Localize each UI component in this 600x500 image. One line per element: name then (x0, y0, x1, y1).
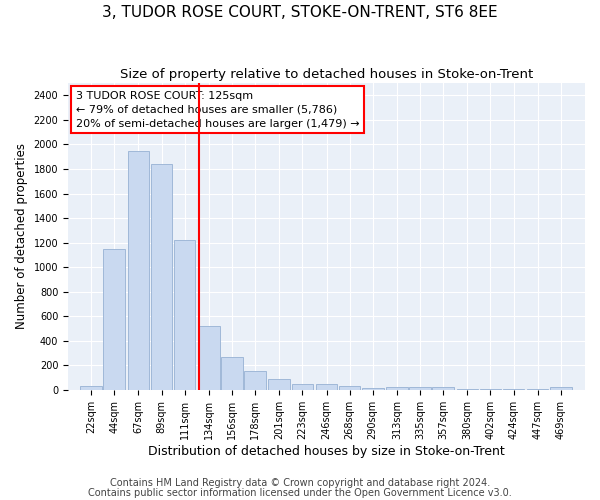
Bar (151, 164, 172, 390)
Bar (433, 388, 454, 390)
Bar (479, 389, 501, 390)
Bar (316, 384, 337, 390)
Bar (128, 150, 149, 390)
Y-axis label: Number of detached properties: Number of detached properties (15, 144, 28, 330)
Bar (386, 388, 407, 390)
Bar (527, 389, 548, 390)
Text: Contains HM Land Registry data © Crown copyright and database right 2024.: Contains HM Land Registry data © Crown c… (110, 478, 490, 488)
Bar (244, 371, 266, 390)
Bar (268, 379, 290, 390)
Title: Size of property relative to detached houses in Stoke-on-Trent: Size of property relative to detached ho… (120, 68, 533, 80)
Bar (503, 389, 524, 390)
Text: 3 TUDOR ROSE COURT: 125sqm
← 79% of detached houses are smaller (5,786)
20% of s: 3 TUDOR ROSE COURT: 125sqm ← 79% of deta… (76, 90, 359, 128)
Bar (80, 386, 102, 390)
Bar (550, 388, 572, 390)
Text: 3, TUDOR ROSE COURT, STOKE-ON-TRENT, ST6 8EE: 3, TUDOR ROSE COURT, STOKE-ON-TRENT, ST6… (102, 5, 498, 20)
Bar (221, 358, 243, 390)
Bar (457, 389, 478, 390)
X-axis label: Distribution of detached houses by size in Stoke-on-Trent: Distribution of detached houses by size … (148, 444, 505, 458)
Bar (292, 384, 313, 390)
Bar (409, 388, 431, 390)
Bar (362, 388, 383, 390)
Bar (198, 326, 220, 390)
Bar (339, 386, 361, 390)
Bar (174, 240, 196, 390)
Bar (103, 248, 125, 390)
Text: Contains public sector information licensed under the Open Government Licence v3: Contains public sector information licen… (88, 488, 512, 498)
